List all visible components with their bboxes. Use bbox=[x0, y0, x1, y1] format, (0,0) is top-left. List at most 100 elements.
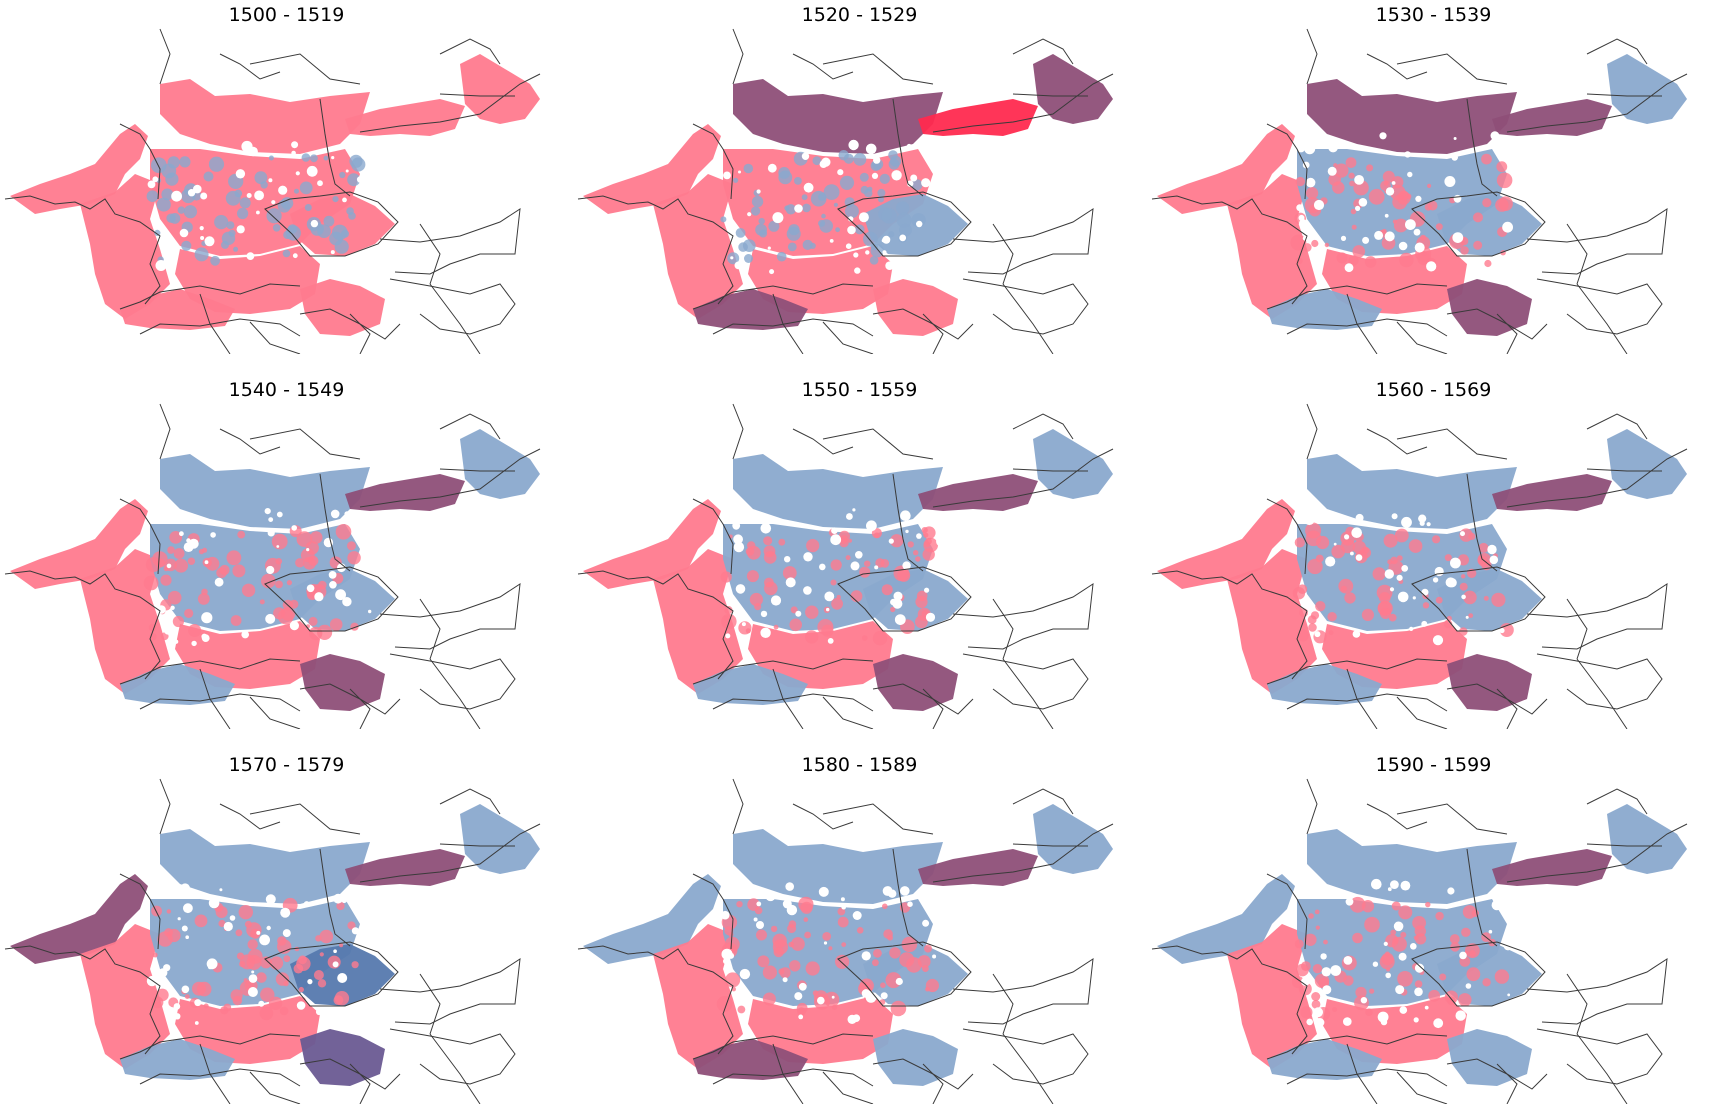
unassigned-patch bbox=[1345, 897, 1354, 906]
unassigned-patch bbox=[853, 252, 859, 258]
territory-patch bbox=[1498, 196, 1513, 211]
territory-patch bbox=[1314, 909, 1320, 915]
border-line bbox=[1411, 191, 1546, 257]
map-panel: 1590 - 1599 bbox=[1147, 750, 1720, 1117]
border-line bbox=[1526, 583, 1668, 650]
border-line bbox=[1586, 843, 1662, 847]
region-south bbox=[748, 996, 893, 1064]
unassigned-patch bbox=[303, 901, 310, 908]
territory-patch bbox=[747, 898, 760, 911]
territory-patch bbox=[1394, 528, 1409, 543]
unassigned-patch bbox=[888, 889, 897, 898]
territory-patch bbox=[757, 955, 770, 968]
territory-patch bbox=[293, 963, 304, 974]
territory-patch bbox=[160, 574, 172, 586]
unassigned-patch bbox=[247, 987, 258, 997]
territory-patch bbox=[208, 156, 225, 172]
territory-patch bbox=[298, 955, 307, 965]
border-line bbox=[319, 98, 351, 197]
border-line bbox=[1266, 1033, 1448, 1060]
unassigned-patch bbox=[1344, 534, 1350, 540]
territory-patch bbox=[872, 959, 879, 967]
unassigned-patch bbox=[1327, 166, 1337, 176]
unassigned-patch bbox=[738, 170, 741, 174]
territory-patch bbox=[822, 932, 832, 941]
territory-patch bbox=[764, 577, 774, 588]
territory-patch bbox=[294, 188, 299, 194]
unassigned-patch bbox=[1410, 943, 1417, 950]
unassigned-patch bbox=[1320, 953, 1327, 960]
territory-patch bbox=[1427, 200, 1438, 211]
unassigned-patch bbox=[258, 1000, 265, 1007]
unassigned-patch bbox=[1424, 1005, 1429, 1010]
territory-patch bbox=[1292, 587, 1306, 600]
unassigned-patch bbox=[1452, 232, 1464, 244]
territory-patch bbox=[1417, 252, 1431, 266]
unassigned-patch bbox=[1355, 513, 1364, 522]
region-west bbox=[653, 174, 743, 319]
territory-patch bbox=[221, 240, 229, 249]
unassigned-patch bbox=[861, 951, 871, 961]
territory-patch bbox=[194, 247, 209, 262]
unassigned-patch bbox=[786, 904, 798, 916]
unassigned-patch bbox=[1304, 514, 1315, 526]
territory-patch bbox=[1352, 245, 1366, 258]
territory-patch bbox=[805, 961, 820, 976]
territory-patch bbox=[831, 597, 843, 610]
unassigned-patch bbox=[1313, 1007, 1323, 1018]
territory-patch bbox=[254, 171, 268, 185]
territory-patch bbox=[236, 952, 245, 960]
territory-patch bbox=[1300, 1006, 1313, 1019]
territory-patch bbox=[272, 224, 281, 232]
border-line bbox=[219, 428, 281, 455]
territory-patch bbox=[787, 242, 797, 252]
territory-patch bbox=[1352, 932, 1363, 944]
unassigned-patch bbox=[900, 886, 910, 896]
territory-patch bbox=[1380, 608, 1391, 619]
unassigned-patch bbox=[899, 234, 907, 242]
territory-patch bbox=[804, 931, 811, 939]
border-line bbox=[1012, 843, 1088, 847]
territory-patch bbox=[181, 240, 192, 251]
territory-patch bbox=[282, 249, 291, 258]
territory-patch bbox=[770, 925, 778, 933]
territory-patch bbox=[890, 606, 896, 613]
territory-patch bbox=[1415, 933, 1427, 945]
territory-patch bbox=[747, 541, 756, 550]
territory-patch bbox=[802, 239, 813, 250]
territory-patch bbox=[882, 903, 888, 910]
unassigned-patch bbox=[1412, 596, 1416, 600]
border-line bbox=[359, 448, 541, 508]
territory-patch bbox=[1494, 969, 1510, 984]
unassigned-patch bbox=[193, 184, 202, 194]
unassigned-patch bbox=[739, 968, 751, 980]
border-line bbox=[1576, 1033, 1628, 1104]
unassigned-patch bbox=[328, 571, 337, 579]
territory-patch bbox=[1473, 212, 1483, 223]
territory-patch bbox=[786, 226, 801, 241]
border-line bbox=[1012, 413, 1074, 440]
unassigned-patch bbox=[1497, 139, 1504, 146]
territory-patch bbox=[881, 208, 897, 224]
unassigned-patch bbox=[1352, 630, 1361, 638]
territory-patch bbox=[861, 635, 868, 641]
territory-patch bbox=[1365, 1008, 1373, 1016]
territory-patch bbox=[1315, 925, 1320, 930]
unassigned-patch bbox=[1453, 194, 1462, 203]
unassigned-patch bbox=[865, 250, 870, 255]
unassigned-patch bbox=[1502, 221, 1513, 233]
unassigned-patch bbox=[725, 633, 731, 639]
territory-patch bbox=[720, 571, 732, 583]
unassigned-patch bbox=[163, 253, 172, 261]
region-netherlands bbox=[583, 874, 721, 964]
region-bohemia bbox=[863, 944, 968, 1006]
unassigned-patch bbox=[1399, 1006, 1408, 1014]
territory-patch bbox=[1340, 585, 1347, 592]
border-line bbox=[139, 318, 301, 337]
territory-patch bbox=[188, 624, 202, 637]
border-line bbox=[159, 778, 171, 835]
border-line bbox=[264, 191, 399, 257]
unassigned-patch bbox=[223, 921, 233, 932]
region-west bbox=[80, 924, 170, 1069]
unassigned-patch bbox=[200, 192, 208, 200]
